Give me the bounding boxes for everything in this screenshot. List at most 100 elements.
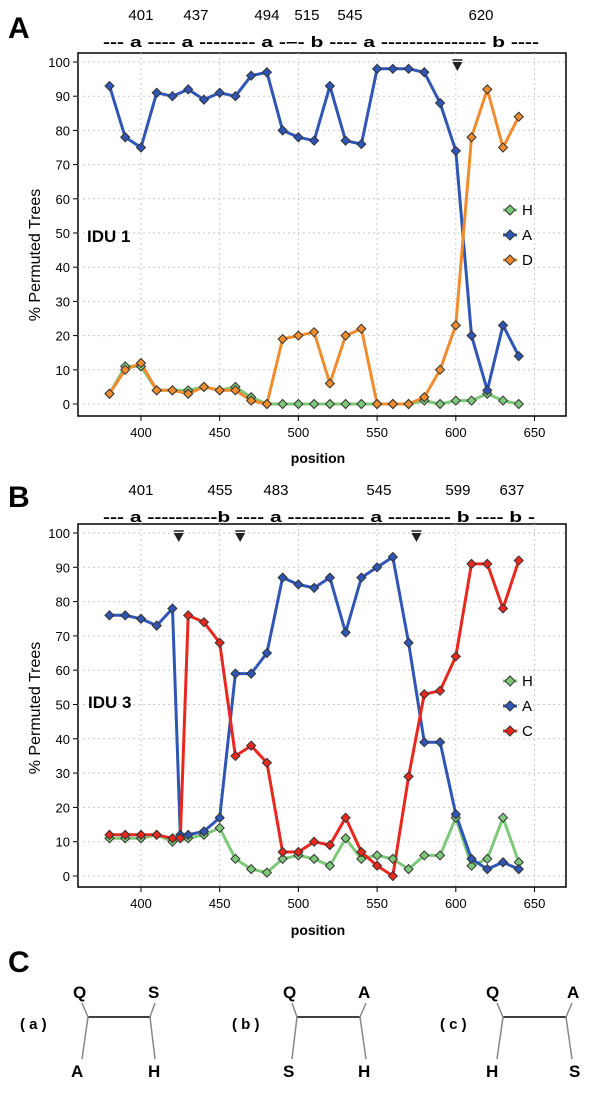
data-point-H [371,850,383,861]
data-point-A [120,610,131,621]
data-point-A [419,737,430,748]
data-point-C [403,771,414,782]
position-label: 515 [294,7,319,24]
tree-leaf-label: S [148,983,159,1002]
data-point-A [245,70,257,81]
data-point-D [151,385,162,396]
data-point-H [497,812,509,823]
x-tick-label: 600 [445,425,467,440]
data-point-A [513,350,524,362]
data-point-C [175,833,186,844]
position-label: 620 [468,7,493,24]
data-point-D [167,385,178,396]
panel-a-letter: A [8,12,30,45]
data-point-A [434,737,446,748]
tree-leaf-label: S [283,1062,294,1081]
data-point-A [387,63,399,75]
tree-branch [496,1002,504,1018]
data-point-D [308,326,320,338]
data-point-C [513,555,524,566]
position-label: 455 [207,482,232,499]
data-point-C [497,603,509,614]
position-label: 483 [263,482,288,499]
tree-leaf-label: A [358,983,370,1002]
data-point-D [371,398,383,410]
breakpoint-arrow [411,533,422,542]
tree-branch [81,1016,89,1060]
data-point-A [403,637,414,648]
panel-b-letter: B [8,481,30,514]
data-point-A [371,63,383,75]
position-label: 494 [254,7,279,24]
data-point-C [419,689,430,700]
data-point-H [293,398,304,410]
data-point-H [324,860,336,871]
legend-swatch-marker [504,675,516,687]
y-tick-label: 70 [56,629,70,644]
tree-a: ( a ) Q S A H [20,983,160,1081]
y-tick-label: 30 [56,294,70,309]
y-tick-label: 10 [56,835,70,850]
data-point-A [387,551,399,563]
legend: HAD [503,202,533,269]
legend-swatch-marker [504,254,516,266]
data-point-D [466,132,477,143]
data-point-D [434,364,446,376]
data-point-A [340,627,351,638]
legend-label: A [522,227,532,244]
data-point-A [151,620,162,631]
data-point-D [214,385,225,396]
data-point-A [482,385,493,396]
x-axis-title: position [291,450,345,466]
data-point-D [182,388,194,399]
data-point-H [308,853,320,865]
data-point-D [403,398,414,410]
x-tick-label: 500 [288,425,310,440]
data-point-A [104,610,115,621]
data-point-D [356,323,367,334]
x-tick-label: 400 [130,425,152,440]
data-point-C [356,846,367,858]
sequence-string: --- a ---- a -------- a -–- b ---- a ---… [103,34,539,51]
position-label: 545 [337,7,362,24]
data-point-H [497,395,509,406]
tree-branch [359,1002,367,1018]
data-point-D [419,391,430,403]
legend-swatch-marker [504,204,516,216]
data-point-H [356,853,367,865]
data-point-A [230,668,241,679]
x-tick-label: 500 [288,896,310,911]
x-tick-label: 550 [366,896,388,911]
breakpoint-arrow [173,533,184,542]
data-point-C [214,637,225,648]
tree-branch [149,1002,156,1018]
data-point-D [120,364,131,376]
position-label: 401 [128,7,153,24]
data-point-C [482,558,493,570]
data-point-H [513,398,524,410]
data-point-H [277,853,288,865]
svg-text:401 455 483: 401 455 483 545 599 637 [128,482,524,499]
y-tick-label: 100 [48,526,70,541]
data-point-D [261,398,273,410]
data-point-C [466,558,477,570]
x-tick-label: 650 [524,425,546,440]
data-point-H [466,860,477,871]
data-point-H [261,867,273,878]
data-point-H [245,863,257,875]
tree-tag: ( a ) [20,1016,47,1033]
data-point-A [308,582,320,594]
data-point-D [293,330,304,341]
tree-branch [149,1016,156,1060]
tree-branch [291,1016,298,1060]
data-point-C [182,610,194,621]
data-point-H [340,398,351,410]
data-point-D [324,378,336,389]
data-point-C [371,860,383,871]
data-point-H [434,850,446,861]
data-point-C [277,846,288,858]
data-point-D [245,395,257,406]
data-point-A [182,84,194,95]
legend-swatch-marker [504,725,516,737]
